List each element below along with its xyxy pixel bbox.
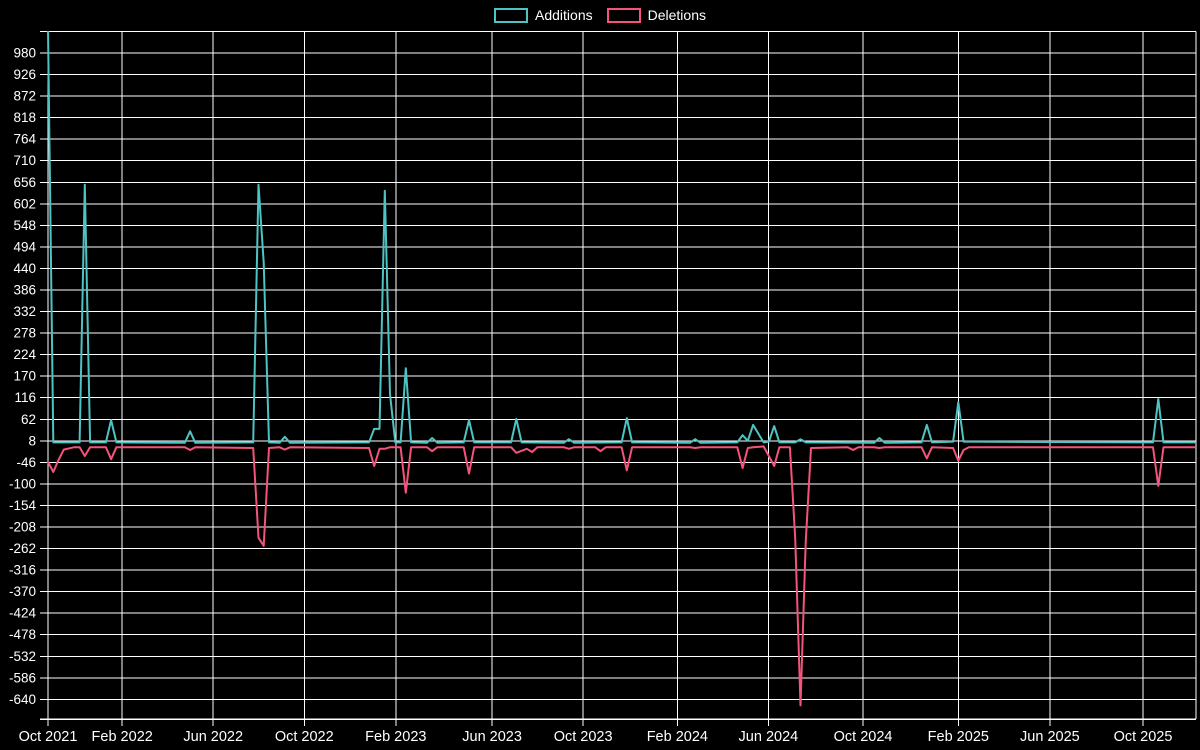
legend-label-additions: Additions [535, 7, 593, 23]
y-tick-label: -154 [9, 498, 37, 513]
y-tick-label: -586 [9, 670, 36, 685]
y-tick-label: 980 [13, 46, 36, 61]
y-tick-label: 386 [13, 283, 36, 298]
y-tick-label: 116 [14, 390, 36, 405]
y-tick-label: 8 [28, 433, 36, 448]
legend-label-deletions: Deletions [647, 7, 706, 23]
x-tick-label: Oct 2024 [834, 729, 893, 745]
legend-item-deletions[interactable]: Deletions [606, 6, 706, 24]
legend-item-additions[interactable]: Additions [494, 6, 593, 24]
x-tick-label: Oct 2025 [1114, 729, 1173, 745]
y-tick-label: -208 [9, 520, 36, 535]
x-tick-label: Jun 2022 [183, 729, 243, 745]
y-tick-label: 926 [13, 67, 36, 82]
y-tick-label: -532 [9, 649, 36, 664]
y-tick-label: -262 [9, 541, 36, 556]
y-tick-label: 818 [13, 110, 36, 125]
series-line-additions [47, 30, 1196, 444]
series-line-deletions [47, 445, 1196, 707]
x-tick-label: Feb 2023 [365, 729, 426, 745]
x-tick-label: Jun 2025 [1020, 729, 1080, 745]
y-tick-label: -46 [16, 455, 36, 470]
y-tick-label: 170 [13, 369, 36, 384]
y-tick-label: 224 [13, 347, 36, 362]
x-tick-label: Feb 2025 [928, 729, 989, 745]
y-tick-label: -316 [9, 563, 36, 578]
y-tick-label: 872 [13, 89, 36, 104]
chart-legend: Additions Deletions [0, 6, 1200, 24]
y-tick-label: -100 [9, 476, 36, 491]
y-tick-label: 494 [13, 239, 36, 254]
y-tick-label: 440 [13, 261, 36, 276]
x-tick-label: Jun 2023 [462, 729, 522, 745]
y-tick-label: 602 [13, 196, 36, 211]
y-tick-label: -478 [9, 627, 36, 642]
y-tick-label: 710 [13, 153, 36, 168]
y-tick-label: 764 [13, 132, 36, 147]
y-tick-label: -370 [9, 584, 36, 599]
additions-swatch-icon [494, 7, 529, 23]
y-tick-label: 332 [13, 304, 36, 319]
x-tick-label: Oct 2023 [554, 729, 613, 745]
y-tick-label: 548 [13, 218, 36, 233]
y-tick-label: -424 [9, 606, 37, 621]
deletions-swatch-icon [606, 7, 641, 23]
y-tick-label: 62 [21, 412, 36, 427]
y-tick-label: 656 [13, 175, 36, 190]
y-tick-label: -640 [9, 692, 36, 707]
y-tick-label: 278 [13, 326, 36, 341]
x-tick-label: Jun 2024 [739, 729, 799, 745]
x-tick-label: Oct 2022 [275, 729, 334, 745]
x-tick-label: Oct 2021 [19, 729, 78, 745]
x-tick-label: Feb 2024 [647, 729, 708, 745]
x-tick-label: Feb 2022 [92, 729, 153, 745]
